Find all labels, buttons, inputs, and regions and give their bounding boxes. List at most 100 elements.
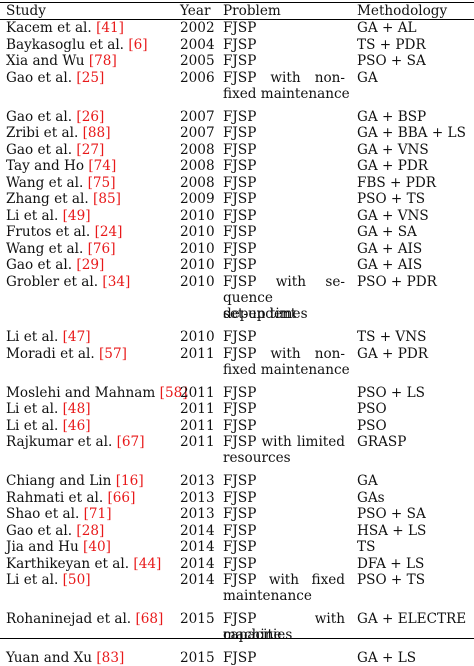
problem-line: FJSP — [223, 555, 257, 572]
problem-line: FJSP with limited — [223, 434, 345, 450]
methodology-cell: FBS + PDR — [357, 174, 437, 191]
methodology-cell: TS + VNS — [357, 329, 427, 345]
problem-line: FJSP — [223, 108, 257, 125]
study-name: Karthikeyan et al. — [6, 555, 134, 572]
citation-link[interactable]: [44] — [133, 555, 162, 572]
methodology-cell: GAs — [357, 489, 385, 506]
problem-cell: FJSP with se-quence dependent set-up time… — [223, 274, 345, 322]
study-name: Tay and Ho — [6, 158, 89, 174]
citation-link[interactable]: [57] — [99, 345, 127, 362]
problem-line: maintenance — [223, 588, 312, 604]
citation-link[interactable]: [46] — [62, 417, 91, 434]
year-cell: 2007 — [180, 125, 215, 141]
study-cell: Rahmati et al. [66] — [6, 490, 135, 506]
citation-link[interactable]: [27] — [76, 141, 105, 158]
problem-cell: FJSP — [223, 556, 345, 572]
study-name: Rahmati et al. — [6, 489, 108, 506]
methodology-cell: GA + AIS — [357, 257, 423, 273]
methodology-cell: GA + SA — [357, 224, 417, 240]
year-cell: 2010 — [180, 329, 215, 345]
header-year: Year — [180, 3, 211, 19]
citation-link[interactable]: [88] — [82, 125, 111, 141]
methodology-cell: GA + ELECTRE — [357, 611, 467, 627]
study-name: Zribi et al. — [6, 125, 83, 141]
problem-cell: FJSP — [223, 175, 345, 191]
citation-link[interactable]: [58] — [159, 384, 188, 401]
citation-link[interactable]: [41] — [96, 20, 124, 36]
problem-line: set-up times — [223, 305, 308, 322]
problem-line: quence dependent — [223, 289, 297, 322]
citation-link[interactable]: [40] — [83, 539, 111, 555]
citation-link[interactable]: [74] — [88, 158, 117, 174]
problem-line: capacities — [223, 627, 293, 643]
citation-link[interactable]: [78] — [88, 53, 117, 69]
problem-cell: FJSP — [223, 523, 345, 539]
year-cell: 2011 — [180, 417, 215, 434]
citation-link[interactable]: [71] — [83, 506, 112, 522]
study-cell: Frutos et al. [24] — [6, 224, 122, 240]
problem-line: FJSP — [223, 36, 257, 53]
citation-link[interactable]: [66] — [107, 489, 136, 506]
study-cell: Gao et al. [29] — [6, 257, 104, 273]
citation-link[interactable]: [50] — [62, 572, 91, 588]
problem-cell: FJSP with non-fixed maintenance — [223, 346, 350, 378]
citation-link[interactable]: [6] — [128, 36, 148, 53]
study-cell: Chiang and Lin [16] — [6, 473, 144, 489]
year-cell: 2011 — [180, 345, 215, 362]
citation-link[interactable]: [85] — [93, 191, 121, 207]
study-name: Xia and Wu — [6, 53, 89, 69]
citation-link[interactable]: [16] — [115, 473, 144, 489]
year-cell: 2010 — [180, 273, 215, 290]
citation-link[interactable]: [34] — [102, 273, 131, 290]
problem-line: FJSP — [223, 522, 257, 539]
citation-link[interactable]: [76] — [87, 240, 116, 257]
problem-cell: FJSP — [223, 53, 345, 69]
methodology-cell: GA — [357, 473, 378, 489]
citation-link[interactable]: [49] — [62, 207, 91, 224]
year-cell: 2010 — [180, 224, 215, 240]
methodology-cell: HSA + LS — [357, 522, 427, 539]
problem-cell: FJSP — [223, 418, 345, 434]
problem-line: FJSP — [223, 257, 257, 273]
citation-link[interactable]: [47] — [62, 329, 91, 345]
problem-cell: FJSP — [223, 37, 345, 53]
citation-link[interactable]: [26] — [76, 108, 105, 125]
year-cell: 2013 — [180, 473, 215, 489]
study-cell: Gao et al. [25] — [6, 70, 104, 86]
citation-link[interactable]: [68] — [135, 611, 164, 627]
problem-line: FJSP — [223, 650, 257, 666]
study-cell: Kacem et al. [41] — [6, 20, 124, 36]
problem-line: FJSP — [223, 473, 257, 489]
methodology-cell: PSO + TS — [357, 191, 426, 207]
year-cell: 2011 — [180, 434, 215, 450]
methodology-cell: GA + VNS — [357, 141, 429, 158]
methodology-cell: PSO + PDR — [357, 273, 437, 290]
citation-link[interactable]: [48] — [62, 401, 91, 417]
year-cell: 2013 — [180, 489, 215, 506]
year-cell: 2008 — [180, 174, 215, 191]
citation-link[interactable]: [67] — [116, 434, 145, 450]
study-name: Yuan and Xu — [6, 650, 97, 666]
problem-cell: FJSP — [223, 329, 345, 345]
problem-cell: FJSP with non-fixed maintenance — [223, 70, 350, 102]
problem-line: FJSP — [223, 174, 257, 191]
year-cell: 2015 — [180, 650, 215, 666]
study-name: Wang et al. — [6, 240, 88, 257]
methodology-cell: PSO — [357, 401, 387, 417]
citation-link[interactable]: [28] — [76, 522, 105, 539]
study-cell: Grobler et al. [34] — [6, 274, 130, 290]
study-name: Gao et al. — [6, 522, 77, 539]
citation-link[interactable]: [24] — [94, 224, 123, 240]
citation-link[interactable]: [75] — [87, 174, 116, 191]
problem-cell: FJSP — [223, 20, 345, 36]
citation-link[interactable]: [25] — [76, 69, 105, 86]
methodology-cell: PSO — [357, 417, 387, 434]
study-cell: Shao et al. [71] — [6, 506, 112, 522]
methodology-cell: TS + PDR — [357, 36, 426, 53]
citation-link[interactable]: [83] — [96, 650, 125, 666]
citation-link[interactable]: [29] — [76, 257, 105, 273]
problem-line: FJSP — [223, 489, 257, 506]
problem-line: FJSP — [223, 240, 257, 257]
year-cell: 2011 — [180, 401, 215, 417]
year-cell: 2009 — [180, 191, 215, 207]
